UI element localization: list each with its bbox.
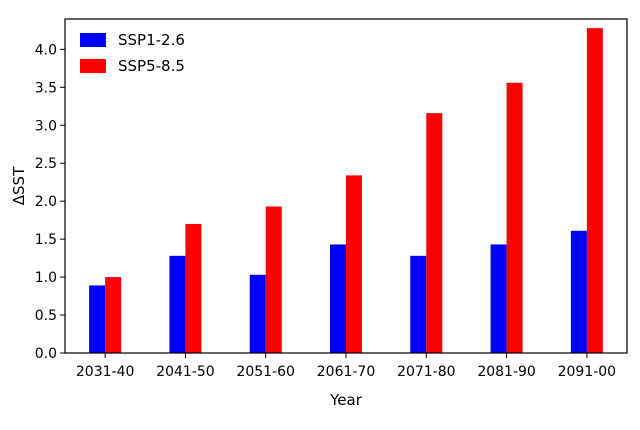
y-tick-label: 2.5	[35, 156, 57, 172]
y-tick-label: 3.5	[35, 80, 57, 96]
y-axis: 0.0 0.5 1.0 1.5 2.0 2.5 3.0 3.5 4.0	[35, 42, 65, 362]
x-axis-label: Year	[329, 391, 363, 409]
legend: SSP1-2.6 SSP5-8.5	[80, 31, 185, 75]
bar-ssp5-3	[346, 175, 362, 353]
bar-ssp1-6	[570, 230, 587, 353]
bar-ssp5-0	[105, 277, 122, 353]
bar-ssp1-3	[330, 244, 346, 353]
bar-ssp5-2	[265, 206, 282, 353]
bar-ssp1-4	[410, 255, 427, 353]
x-tick-label: 2061-70	[317, 364, 376, 380]
y-axis-label: ΔSST	[10, 166, 28, 205]
y-tick-label: 0.5	[35, 308, 57, 324]
x-axis: 2031-40 2041-50 2051-60 2061-70 2071-80 2081-…	[76, 353, 616, 380]
x-tick-label: 2041-50	[156, 364, 215, 380]
bar-ssp5-1	[185, 223, 202, 353]
y-tick-label: 0.0	[35, 346, 57, 362]
y-tick-label: 2.0	[35, 194, 57, 210]
bars-group	[89, 28, 603, 353]
x-tick-label: 2091-00	[558, 364, 617, 380]
bar-ssp1-5	[490, 244, 507, 353]
x-tick-label: 2071-80	[397, 364, 456, 380]
legend-swatch-1	[80, 59, 106, 73]
legend-label-0: SSP1-2.6	[118, 31, 185, 49]
y-tick-label: 1.0	[35, 270, 57, 286]
legend-label-1: SSP5-8.5	[118, 57, 185, 75]
y-tick-label: 3.0	[35, 118, 57, 134]
legend-swatch-0	[80, 33, 106, 47]
x-tick-label: 2081-90	[477, 364, 536, 380]
bar-ssp5-6	[586, 28, 603, 353]
bar-ssp1-0	[89, 285, 106, 353]
bar-ssp5-5	[506, 82, 523, 353]
bar-ssp1-2	[249, 274, 266, 353]
y-tick-label: 4.0	[35, 42, 57, 58]
y-tick-label: 1.5	[35, 232, 57, 248]
x-tick-label: 2031-40	[76, 364, 135, 380]
x-tick-label: 2051-60	[236, 364, 295, 380]
bar-ssp5-4	[426, 113, 443, 353]
bar-ssp1-1	[169, 255, 186, 353]
